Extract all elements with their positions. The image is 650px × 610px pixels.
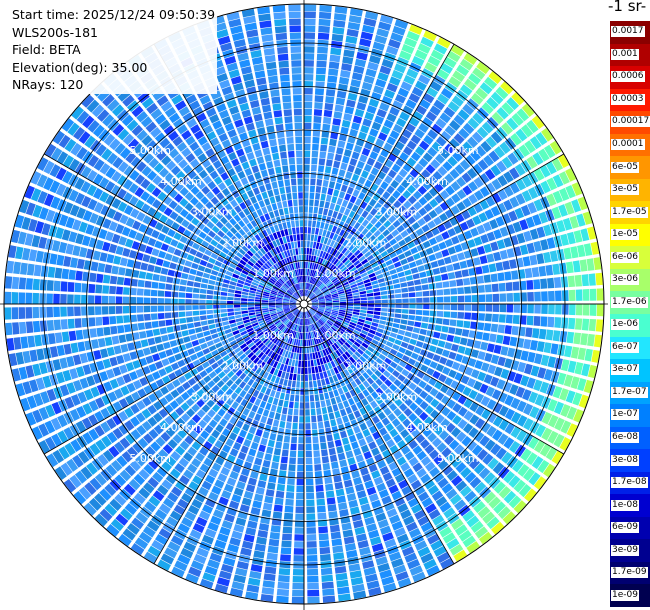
range-ring-label: 2.00km <box>222 236 264 249</box>
colorbar-label: 6e-06 <box>611 251 639 263</box>
range-ring-label: 1.00km <box>252 329 294 342</box>
radial-grid-line <box>303 43 455 305</box>
range-ring-label: 1.00km <box>252 267 294 280</box>
range-ring-label: 4.00km <box>160 175 202 188</box>
colorbar-label: 0.001 <box>611 48 639 60</box>
colorbar-label: 6e-08 <box>611 431 639 443</box>
colorbar-label: 0.00017 <box>611 116 650 128</box>
info-panel: Start time: 2025/12/24 09:50:39 WLS200s-… <box>12 6 218 94</box>
range-ring <box>42 42 566 566</box>
range-ring <box>129 129 479 479</box>
range-ring-label: 3.00km <box>191 206 233 219</box>
colorbar-label: 1.7e-06 <box>611 296 648 308</box>
range-ring-label: 5.00km <box>129 452 171 465</box>
colorbar-label: 6e-09 <box>611 522 639 534</box>
colorbar-label: 0.0001 <box>611 138 645 150</box>
colorbar-label: 1e-08 <box>611 499 639 511</box>
range-ring-label: 3.00km <box>375 390 417 403</box>
range-ring-label: 1.00km <box>314 267 356 280</box>
colorbar-label: 3e-08 <box>611 454 639 466</box>
colorbar-label: 3e-06 <box>611 274 639 286</box>
colorbar-label: 6e-07 <box>611 341 639 353</box>
colorbar-label: 3e-09 <box>611 544 639 556</box>
range-ring-label: 3.00km <box>191 390 233 403</box>
colorbar-label: 1e-09 <box>611 589 639 601</box>
range-ring <box>260 260 348 348</box>
radial-grid-line <box>43 153 305 305</box>
range-ring-label: 5.00km <box>437 452 479 465</box>
colorbar-label: 1.7e-07 <box>611 386 648 398</box>
range-ring-label: 2.00km <box>345 236 387 249</box>
colorbar-label: 1e-06 <box>611 319 639 331</box>
range-ring-label: 5.00km <box>129 144 171 157</box>
range-ring <box>86 86 522 522</box>
colorbar-label: 1.7e-08 <box>611 477 648 489</box>
radial-grid-line <box>303 303 565 455</box>
elevation: Elevation(deg): 35.00 <box>12 58 218 76</box>
colorbar-label: 3e-07 <box>611 364 639 376</box>
colorbar-label: 1.7e-05 <box>611 206 648 218</box>
colorbar-label: 0.0003 <box>611 93 645 105</box>
radial-grid-line <box>153 303 305 565</box>
range-ring-label: 4.00km <box>406 421 448 434</box>
start-time: Start time: 2025/12/24 09:50:39 <box>12 6 218 24</box>
colorbar-label: 6e-05 <box>611 161 639 173</box>
colorbar-label: 1.7e-09 <box>611 567 648 579</box>
colorbar-label: 0.0006 <box>611 71 645 83</box>
range-ring-label: 1.00km <box>314 329 356 342</box>
range-ring <box>173 173 435 435</box>
nrays: NRays: 120 <box>12 76 218 94</box>
range-ring-label: 5.00km <box>437 144 479 157</box>
range-ring <box>216 216 392 392</box>
colorbar-label: 1e-07 <box>611 409 639 421</box>
radial-grid-line <box>303 303 455 565</box>
colorbar-unit-title: -1 sr- <box>608 0 647 15</box>
colorbar: 0.0017 0.001 0.0006 0.0003 0.00017 0.0001 6e-0… <box>610 21 650 608</box>
range-ring-label: 2.00km <box>345 360 387 373</box>
outer-ring <box>3 3 605 605</box>
range-ring-label: 2.00km <box>222 360 264 373</box>
radial-grid-line <box>303 153 565 305</box>
range-ring-label: 4.00km <box>160 421 202 434</box>
range-ring-label: 3.00km <box>375 206 417 219</box>
device-name: WLS200s-181 <box>12 23 218 41</box>
field-name: Field: BETA <box>12 41 218 59</box>
colorbar-label: 1e-05 <box>611 229 639 241</box>
center-marker <box>299 299 309 309</box>
colorbar-label: 3e-05 <box>611 184 639 196</box>
range-ring-label: 4.00km <box>406 175 448 188</box>
colorbar-label: 0.0017 <box>611 26 645 38</box>
radial-grid-line <box>43 303 305 455</box>
